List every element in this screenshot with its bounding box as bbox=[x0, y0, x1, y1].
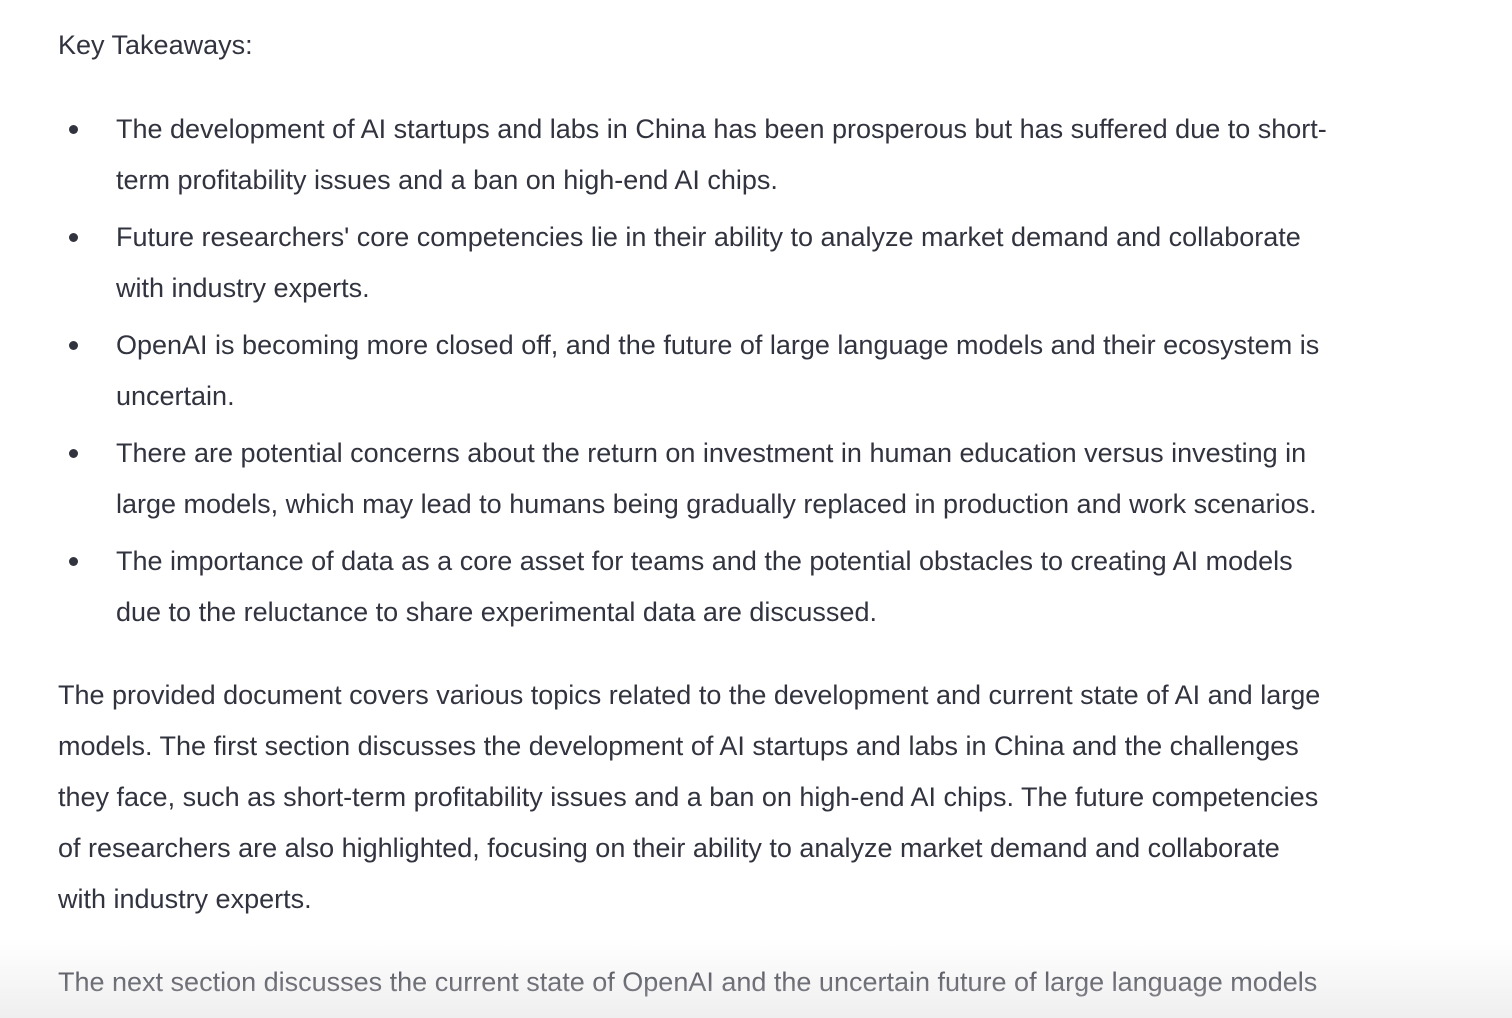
bullet-dot bbox=[69, 341, 78, 350]
paragraph-line: with industry experts. bbox=[58, 884, 312, 914]
bullet-line: The importance of data as a core asset f… bbox=[116, 546, 1293, 576]
bullet-item: The importance of data as a core asset f… bbox=[58, 536, 1498, 638]
paragraph-line: The provided document covers various top… bbox=[58, 680, 1321, 710]
paragraph-line: they face, such as short-term profitabil… bbox=[58, 782, 1319, 812]
bullet-dot bbox=[69, 449, 78, 458]
document: Key Takeaways: The development of AI sta… bbox=[58, 20, 1498, 1018]
bullet-line: due to the reluctance to share experimen… bbox=[116, 597, 877, 627]
paragraph-line: of researchers are also highlighted, foc… bbox=[58, 833, 1280, 863]
bullet-item: Future researchers' core competencies li… bbox=[58, 212, 1498, 314]
bullet-dot bbox=[69, 557, 78, 566]
bullet-line: term profitability issues and a ban on h… bbox=[116, 165, 778, 195]
bullet-list: The development of AI startups and labs … bbox=[58, 104, 1498, 638]
bullet-line: There are potential concerns about the r… bbox=[116, 438, 1307, 468]
bullet-line: uncertain. bbox=[116, 381, 235, 411]
bullet-item: There are potential concerns about the r… bbox=[58, 428, 1498, 530]
paragraph: The provided document covers various top… bbox=[58, 670, 1498, 925]
bullet-line: Future researchers' core competencies li… bbox=[116, 222, 1301, 252]
bullet-line: large models, which may lead to humans b… bbox=[116, 489, 1317, 519]
bullet-item: OpenAI is becoming more closed off, and … bbox=[58, 320, 1498, 422]
bullet-line: OpenAI is becoming more closed off, and … bbox=[116, 330, 1320, 360]
bullet-line: with industry experts. bbox=[116, 273, 370, 303]
bullet-item: The development of AI startups and labs … bbox=[58, 104, 1498, 206]
paragraphs: The provided document covers various top… bbox=[58, 670, 1498, 1008]
heading: Key Takeaways: bbox=[58, 30, 253, 60]
bullet-line: The development of AI startups and labs … bbox=[116, 114, 1327, 144]
paragraph: The next section discusses the current s… bbox=[58, 957, 1498, 1008]
paragraph-line: The next section discusses the current s… bbox=[58, 967, 1318, 997]
bullet-dot bbox=[69, 233, 78, 242]
paragraph-line: models. The first section discusses the … bbox=[58, 731, 1299, 761]
bullet-dot bbox=[69, 125, 78, 134]
